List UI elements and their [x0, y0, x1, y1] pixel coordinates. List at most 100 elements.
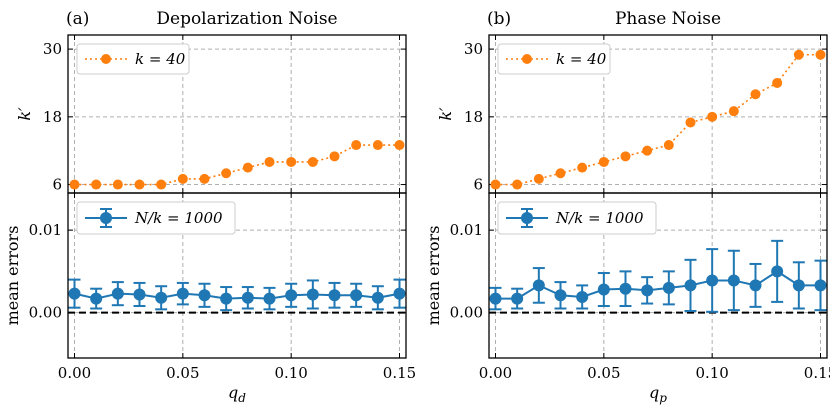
top-legend-label: k = 40	[556, 50, 607, 68]
k-prime-point	[264, 156, 275, 167]
k-prime-point	[134, 179, 145, 190]
mean-error-point	[220, 292, 233, 305]
panel-label: (a)	[66, 9, 89, 29]
k-prime-point	[815, 49, 826, 60]
k-prime-point	[307, 156, 318, 167]
mean-error-point	[68, 287, 81, 300]
mean-error-point	[554, 289, 567, 302]
bottom-legend-box	[76, 201, 236, 235]
x-axis-label-main: q	[228, 383, 238, 402]
x-axis-label-main: q	[649, 383, 659, 402]
k-prime-point	[512, 179, 523, 190]
x-axis-label: qd	[228, 383, 246, 405]
panel-a: 6 18 30 k = 40 k′ 0.00 0.01 0.00 0.05 0.10 0.15 N/k…	[3, 9, 416, 405]
x-axis-label-subscript: p	[659, 391, 667, 405]
k-prime-point	[750, 89, 761, 100]
bottom-legend-box	[497, 201, 657, 235]
bottom-y-axis-label: mean errors	[3, 226, 22, 326]
top-y-tick-label: 6	[52, 176, 62, 194]
bottom-y-tick-label: 0.00	[29, 304, 62, 322]
k-prime-point	[598, 156, 609, 167]
x-tick-label: 0.15	[804, 364, 830, 382]
mean-error-point	[306, 288, 319, 301]
k-prime-point	[221, 168, 232, 179]
bottom-y-tick-label: 0.01	[29, 221, 62, 239]
mean-error-point	[641, 284, 654, 297]
k-prime-point	[685, 117, 696, 128]
top-legend-box	[76, 43, 190, 75]
mean-error-point	[576, 290, 589, 303]
bottom-legend-label: N/k = 1000	[555, 209, 644, 227]
bottom-legend-marker	[521, 212, 533, 224]
mean-error-point	[489, 292, 502, 305]
x-tick-label: 0.15	[383, 364, 416, 382]
panel-b: 6 18 30 k = 40 k′ 0.00 0.01 0.00 0.05 0.10 0.15 N/k…	[424, 9, 830, 405]
mean-error-point	[532, 279, 545, 292]
mean-error-point	[814, 279, 827, 292]
x-tick-label: 0.05	[587, 364, 620, 382]
k-prime-point	[372, 140, 383, 151]
mean-error-series-line	[74, 292, 400, 300]
top-legend-label: k = 40	[135, 50, 186, 68]
top-y-tick-label: 6	[473, 176, 483, 194]
mean-error-series-line	[495, 270, 821, 300]
mean-error-point	[792, 279, 805, 292]
k-prime-point	[620, 151, 631, 162]
k-prime-point	[91, 179, 102, 190]
mean-error-point	[662, 281, 675, 294]
k-prime-point	[112, 179, 123, 190]
x-axis-label: qp	[649, 383, 667, 405]
mean-error-point	[155, 291, 168, 304]
mean-error-point	[285, 289, 298, 302]
k-prime-point	[69, 179, 80, 190]
x-tick-label: 0.00	[479, 364, 512, 382]
mean-error-point	[111, 287, 124, 300]
mean-error-point	[597, 283, 610, 296]
mean-error-point	[619, 282, 632, 295]
k-prime-point	[156, 179, 167, 190]
top-y-axis-label: k′	[15, 107, 34, 121]
k-prime-series-line	[495, 53, 821, 186]
k-prime-point	[555, 168, 566, 179]
mean-error-point	[133, 288, 146, 301]
k-prime-point	[533, 173, 544, 184]
k-prime-point	[663, 140, 674, 151]
bottom-y-tick-label: 0.01	[450, 221, 483, 239]
panel-label: (b)	[487, 9, 511, 29]
mean-error-point	[90, 292, 103, 305]
mean-error-point	[727, 274, 740, 287]
mean-error-point	[328, 289, 341, 302]
mean-error-point	[771, 265, 784, 278]
top-y-tick-label: 18	[464, 108, 483, 126]
panel-title: Depolarization Noise	[156, 9, 337, 29]
bottom-y-tick-label: 0.00	[450, 304, 483, 322]
x-tick-label: 0.05	[166, 364, 199, 382]
panel-title: Phase Noise	[615, 9, 721, 29]
k-prime-point	[728, 106, 739, 117]
mean-error-point	[684, 279, 697, 292]
mean-error-point	[263, 292, 276, 305]
top-legend-marker	[522, 54, 532, 64]
top-y-tick-label: 18	[43, 108, 62, 126]
bottom-legend-marker	[100, 212, 112, 224]
mean-error-point	[350, 289, 363, 302]
mean-error-point	[176, 287, 189, 300]
k-prime-point	[177, 173, 188, 184]
bottom-axes-frame	[67, 192, 407, 359]
k-prime-point	[642, 145, 653, 156]
top-y-tick-label: 30	[43, 40, 62, 58]
top-y-tick-label: 30	[464, 40, 483, 58]
bottom-y-axis-label: mean errors	[424, 226, 443, 326]
mean-error-point	[749, 279, 762, 292]
k-prime-point	[286, 156, 297, 167]
mean-error-point	[198, 289, 211, 302]
x-tick-label: 0.10	[274, 364, 307, 382]
top-y-axis-label: k′	[436, 107, 455, 121]
x-tick-label: 0.00	[58, 364, 91, 382]
bottom-axes-frame	[488, 192, 828, 359]
top-legend-box	[497, 43, 611, 75]
k-prime-point	[707, 111, 718, 122]
k-prime-point	[490, 179, 501, 190]
k-prime-point	[329, 151, 340, 162]
